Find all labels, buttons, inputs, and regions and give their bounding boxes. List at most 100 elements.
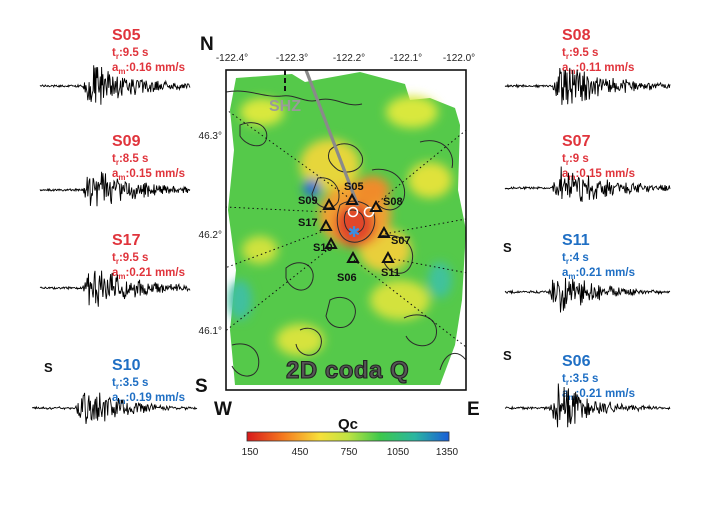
latitude-ticks: 46.3° 46.2° 46.1° (199, 131, 222, 337)
panel-s10: S10 tr:3.5 sam:0.19 mm/s S (31, 357, 198, 424)
panel-station-name: S17 (112, 232, 141, 249)
panel-s17: S17 tr:9.5 sam:0.21 mm/s (39, 232, 191, 307)
svg-text:46.2°: 46.2° (199, 230, 222, 241)
panel-rise-time: tr:8.5 s (112, 153, 148, 167)
station-label-s10: S10 (313, 242, 333, 254)
station-label-s08: S08 (383, 196, 403, 208)
panel-station-name: S06 (562, 353, 591, 370)
epicenter-star-icon: ✱ (348, 224, 361, 241)
panel-s05: S05 tr:9.5 sam:0.16 mm/s (39, 27, 191, 105)
shz-label: SHZ (269, 98, 301, 115)
qc-cyan-patch (228, 280, 252, 320)
seismogram-trace (39, 270, 191, 307)
colorbar-tick: 1350 (436, 447, 459, 458)
qc-yellow-patch (386, 96, 438, 128)
panel-rise-time: tr:3.5 s (112, 377, 148, 391)
panel-station-name: S07 (562, 133, 591, 150)
panel-s06: S06 tr:3.5 sam:0.21 mm/s S (503, 348, 671, 428)
qc-yellow-patch (408, 162, 452, 198)
seismogram-trace (504, 67, 671, 105)
panel-station-name: S05 (112, 27, 141, 44)
panel-s-arrival-marker: S (503, 240, 512, 255)
map-frame (225, 69, 467, 391)
colorbar-tick: 750 (341, 447, 358, 458)
colorbar-gradient (246, 431, 450, 442)
station-label-s05: S05 (344, 181, 364, 193)
qc-yellow-patch (242, 236, 278, 264)
station-triangle (319, 218, 333, 231)
colorbar-tick: 150 (242, 447, 259, 458)
station-label-s06: S06 (337, 272, 357, 284)
shz-fault-line (304, 70, 360, 207)
station-label-s11: S11 (381, 267, 400, 279)
station-triangle (345, 192, 359, 205)
svg-text:-122.3°: -122.3° (276, 53, 308, 64)
qc-cyan-patch (428, 262, 452, 298)
colorbar-tick: 1050 (387, 447, 410, 458)
station-triangle (377, 225, 391, 238)
panel-rise-time: tr:9.5 s (112, 252, 148, 266)
panel-max-amplitude: am:0.21 mm/s (562, 388, 635, 402)
map-body: ✱ SHZ 2D coda Q (226, 70, 466, 385)
panel-station-name: S09 (112, 133, 141, 150)
map-title: 2D coda Q (286, 357, 409, 384)
seismogram-trace (504, 383, 671, 428)
station-triangle (381, 250, 395, 263)
panel-station-name: S10 (112, 357, 141, 374)
compass-east: E (467, 399, 480, 420)
seismogram-trace (31, 392, 198, 424)
compass-west: W (214, 399, 232, 420)
station-labels: S05 S09 S08 S17 S07 S10 S06 S11 (298, 181, 411, 284)
qc-yellow-patch (300, 139, 360, 191)
panel-s-arrival-marker: S (503, 348, 512, 363)
panel-station-name: S08 (562, 27, 591, 44)
svg-text:-122.4°: -122.4° (216, 53, 248, 64)
seismogram-trace (504, 277, 671, 313)
station-label-s09: S09 (298, 195, 318, 207)
svg-text:-122.1°: -122.1° (390, 53, 422, 64)
svg-text:-122.2°: -122.2° (333, 53, 365, 64)
station-label-s07: S07 (391, 235, 411, 247)
panel-rise-time: tr:3.5 s (562, 373, 598, 387)
panel-s09: S09 tr:8.5 sam:0.15 mm/s (39, 133, 191, 207)
svg-text:46.1°: 46.1° (199, 326, 222, 337)
panel-max-amplitude: am:0.16 mm/s (112, 62, 185, 76)
panel-max-amplitude: am:0.15 mm/s (112, 168, 185, 182)
contour-lines (226, 90, 466, 377)
svg-text:46.3°: 46.3° (199, 131, 222, 142)
panel-max-amplitude: am:0.19 mm/s (112, 392, 185, 406)
qc-yellow-patch (240, 98, 284, 126)
station-triangle (369, 199, 383, 212)
compass-north: N (200, 34, 214, 55)
panel-max-amplitude: am:0.21 mm/s (562, 267, 635, 281)
qc-yellow-patch (370, 280, 430, 320)
panel-rise-time: tr:4 s (562, 252, 589, 266)
qc-orange-zone (354, 176, 390, 204)
station-triangle (322, 197, 336, 210)
panel-rise-time: tr:9.5 s (112, 47, 148, 61)
station-markers (319, 192, 395, 263)
station-label-s17: S17 (298, 217, 318, 229)
station-triangle (324, 236, 338, 249)
station-triangle (346, 250, 360, 263)
compass-south: S (195, 376, 208, 397)
panel-s11: S11 tr:4 sam:0.21 mm/s S (503, 232, 671, 313)
panel-rise-time: tr:9.5 s (562, 47, 598, 61)
seismogram-trace (504, 166, 671, 202)
longitude-ticks: -122.4° -122.3° -122.2° -122.1° -122.0° (216, 53, 475, 64)
panel-s07: S07 tr:9 sam:0.15 mm/s (504, 133, 671, 202)
panel-rise-time: tr:9 s (562, 153, 589, 167)
qc-blue-patch (303, 179, 321, 197)
seismogram-trace (39, 65, 191, 105)
colorbar-tick: 450 (292, 447, 309, 458)
svg-text:-122.0°: -122.0° (443, 53, 475, 64)
panel-connector-lines (226, 108, 466, 348)
panel-max-amplitude: am:0.15 mm/s (562, 168, 635, 182)
colorbar-label: Qc (338, 416, 358, 433)
qc-yellow-patch (276, 324, 324, 356)
panel-station-name: S11 (562, 232, 590, 249)
panel-max-amplitude: am:0.21 mm/s (112, 267, 185, 281)
